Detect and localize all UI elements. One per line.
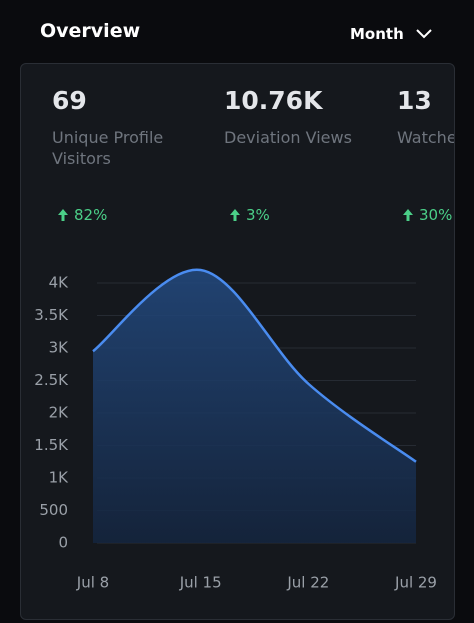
stat: 69 Unique Profile Visitors 82% bbox=[52, 86, 192, 224]
y-tick-label: 2.5K bbox=[34, 371, 69, 389]
y-tick-label: 3.5K bbox=[34, 306, 69, 324]
y-tick-label: 0 bbox=[58, 534, 68, 552]
y-tick-label: 1K bbox=[49, 469, 70, 487]
stat-value: 10.76K bbox=[224, 86, 323, 115]
stat-change: 82% bbox=[58, 206, 107, 224]
stat-value: 69 bbox=[52, 86, 87, 115]
change: 82% bbox=[74, 206, 108, 224]
arrow bbox=[230, 209, 240, 221]
change: 30% bbox=[419, 206, 453, 224]
y-tick-label: 4K bbox=[49, 274, 70, 292]
x-tick-label: Jul 22 bbox=[286, 574, 329, 592]
change: 3% bbox=[246, 206, 270, 224]
stat-label: Deviation Views bbox=[224, 128, 352, 147]
area bbox=[93, 269, 416, 543]
stat-value: 13 bbox=[397, 86, 432, 115]
line bbox=[92, 268, 417, 463]
y-tick-label: 500 bbox=[39, 501, 68, 519]
stat: 13 Watchers 30% bbox=[397, 86, 455, 224]
stat: 10.76K Deviation Views 3% bbox=[224, 86, 389, 224]
y-tick-label: 2K bbox=[49, 404, 70, 422]
arrow bbox=[58, 209, 68, 221]
stat-label: Watchers bbox=[397, 128, 455, 147]
period-select[interactable]: Month bbox=[350, 25, 404, 43]
stat-change: 30% bbox=[403, 206, 452, 224]
x-tick-label: Jul 15 bbox=[179, 574, 222, 592]
x-tick-label: Jul 8 bbox=[76, 574, 109, 592]
x-tick-label: Jul 29 bbox=[394, 574, 437, 592]
title: Overview bbox=[40, 20, 141, 42]
chevron[interactable] bbox=[415, 28, 433, 40]
arrow bbox=[403, 209, 413, 221]
y-tick-label: 3K bbox=[49, 339, 70, 357]
stat-label: Unique Profile Visitors bbox=[52, 128, 164, 168]
stat-change: 3% bbox=[230, 206, 270, 224]
y-tick-label: 1.5K bbox=[34, 436, 69, 454]
